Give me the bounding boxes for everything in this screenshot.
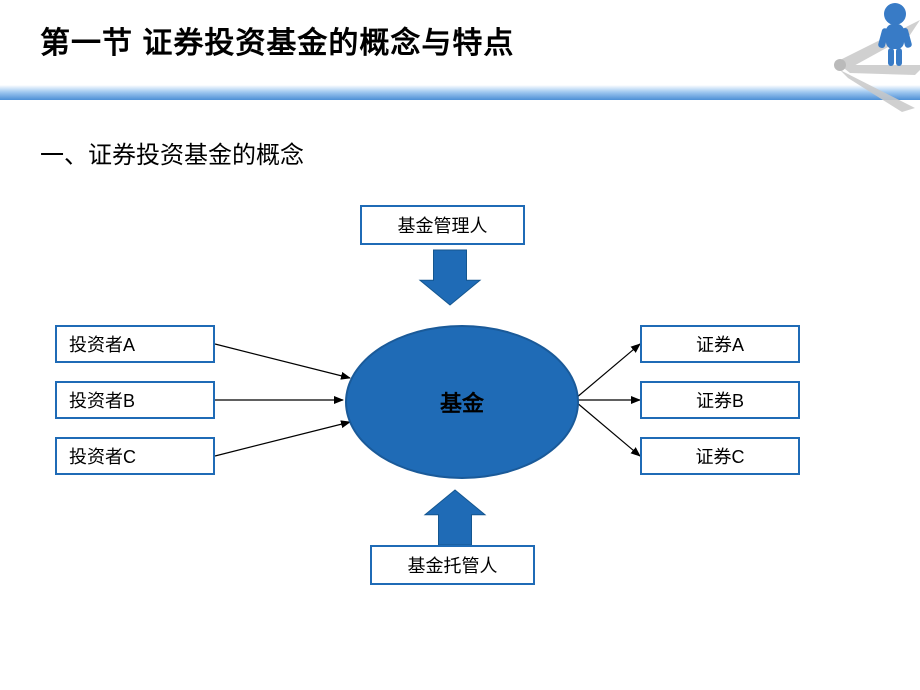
box-fund-custodian: 基金托管人: [370, 545, 535, 585]
box-investor-2: 投资者C: [55, 437, 215, 475]
box-security-1: 证券B: [640, 381, 800, 419]
center-ellipse: 基金: [345, 325, 579, 479]
thin-arrow: [215, 422, 350, 456]
box-security-2: 证券C: [640, 437, 800, 475]
thin-arrow: [576, 402, 640, 456]
block-arrow-up: [425, 490, 485, 545]
box-security-0: 证券A: [640, 325, 800, 363]
block-arrow-down: [420, 250, 480, 305]
thin-arrow: [215, 344, 350, 378]
box-investor-0: 投资者A: [55, 325, 215, 363]
thin-arrow: [576, 344, 640, 398]
box-fund-manager: 基金管理人: [360, 205, 525, 245]
box-investor-1: 投资者B: [55, 381, 215, 419]
